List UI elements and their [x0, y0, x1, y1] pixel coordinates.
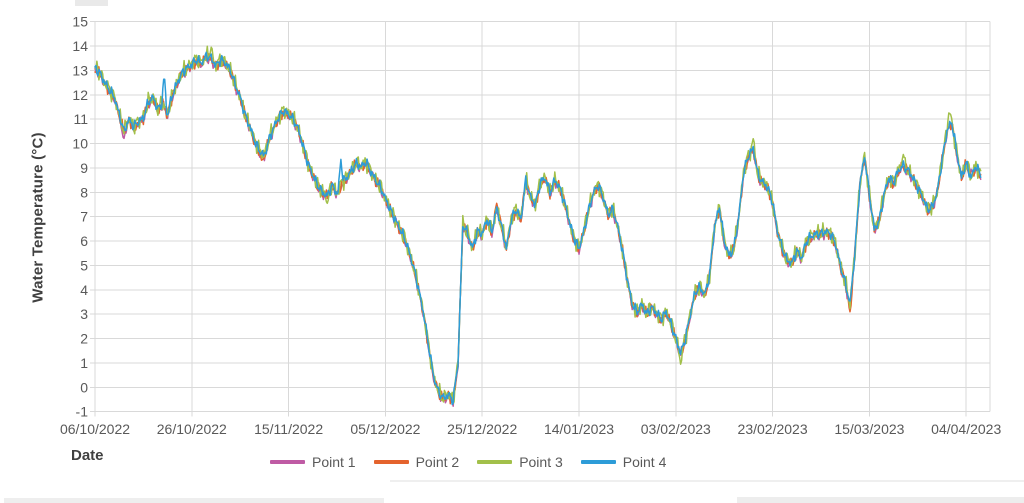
y-tick-label: 1 — [80, 355, 88, 371]
y-tick-label: 3 — [80, 306, 88, 322]
x-tick-label: 26/10/2022 — [157, 421, 227, 437]
gridlines — [94, 21, 991, 413]
y-tick-label: 15 — [72, 14, 88, 30]
x-tick-label: 15/11/2022 — [254, 421, 323, 437]
legend-item-point-3: Point 3 — [477, 454, 563, 470]
y-tick-label: 8 — [80, 184, 88, 200]
x-axis-title: Date — [71, 447, 104, 464]
series-line-point-3 — [94, 45, 982, 405]
legend-item-point-1: Point 1 — [270, 454, 356, 470]
y-tick-label: 0 — [80, 379, 88, 395]
legend-label: Point 2 — [415, 454, 460, 470]
x-tick-label: 15/03/2023 — [834, 421, 904, 437]
y-tick-label: 5 — [80, 257, 88, 273]
x-tick-label: 05/12/2022 — [350, 421, 420, 437]
y-tick-label: 13 — [72, 62, 88, 78]
x-tick-label: 25/12/2022 — [447, 421, 517, 437]
tick-marks — [90, 21, 967, 417]
legend-swatch-point-3 — [477, 460, 513, 464]
x-tick-label: 23/02/2023 — [738, 421, 808, 437]
x-tick-label: 03/02/2023 — [641, 421, 711, 437]
legend-swatch-point-4 — [580, 460, 616, 464]
y-tick-label: 4 — [80, 282, 88, 298]
series-line-point-2 — [94, 53, 982, 405]
y-tick-label: 10 — [72, 136, 88, 152]
legend-label: Point 4 — [622, 454, 667, 470]
series-line-point-4 — [94, 51, 982, 406]
crop-artifact-bottom-right — [737, 497, 1024, 503]
y-tick-label: 12 — [72, 87, 88, 103]
x-tick-label: 04/04/2023 — [931, 421, 1001, 437]
legend-swatch-point-2 — [373, 460, 409, 464]
y-tick-label: 7 — [80, 209, 88, 225]
x-tick-label: 14/01/2023 — [544, 421, 614, 437]
crop-artifact-line — [390, 480, 1024, 482]
x-tick-label: 06/10/2022 — [60, 421, 130, 437]
crop-artifact-bottom-left — [4, 498, 384, 503]
legend-item-point-2: Point 2 — [373, 454, 460, 470]
series-line-point-1 — [94, 55, 982, 407]
legend-item-point-4: Point 4 — [580, 454, 667, 470]
y-tick-label: 6 — [80, 233, 88, 249]
crop-artifact-top-left — [75, 0, 108, 6]
y-tick-label: -1 — [76, 404, 89, 420]
y-tick-label: 9 — [80, 160, 88, 176]
y-tick-label: 11 — [73, 111, 88, 127]
y-tick-label: 2 — [80, 331, 88, 347]
y-axis-title: Water Temperature (°C) — [29, 132, 47, 303]
legend-label: Point 1 — [312, 454, 356, 470]
legend: Point 1 Point 2 Point 3 Point 4 — [270, 454, 666, 470]
y-tick-label: 14 — [72, 38, 88, 54]
legend-label: Point 3 — [519, 454, 563, 470]
legend-swatch-point-1 — [270, 460, 305, 464]
